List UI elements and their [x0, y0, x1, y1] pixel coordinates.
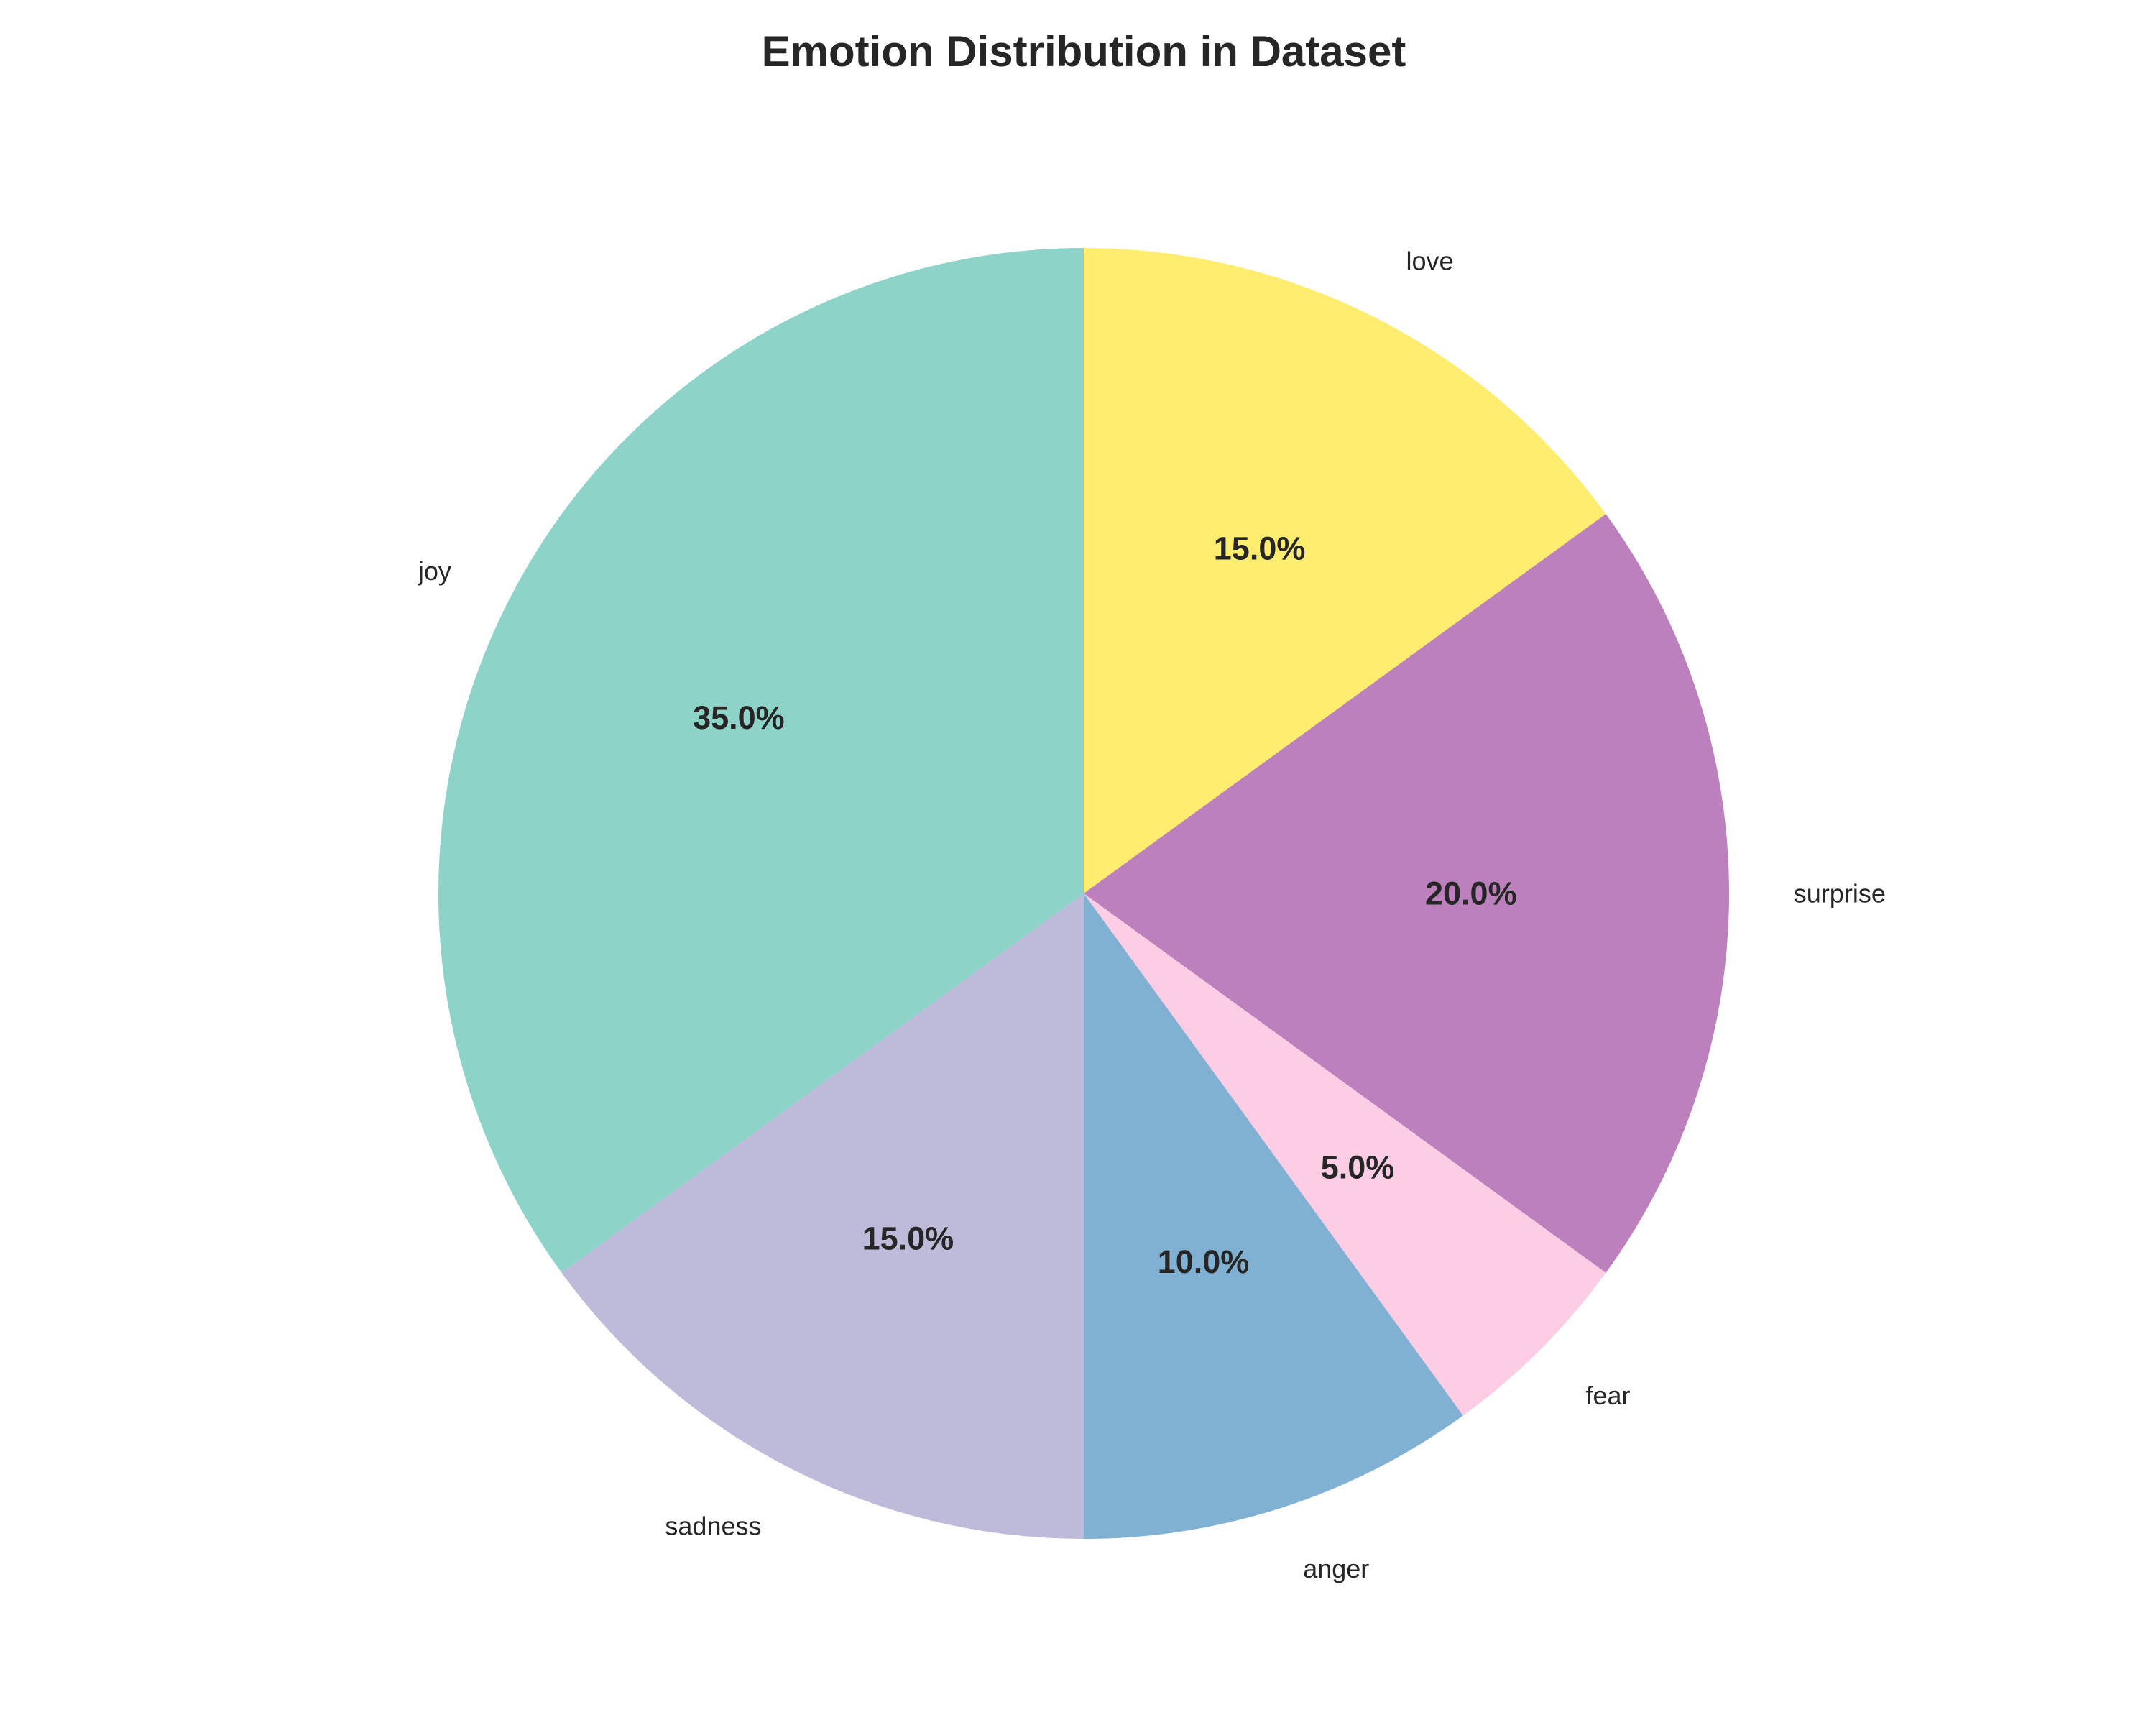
pie-slices: [438, 248, 1730, 1540]
category-label-anger: anger: [1303, 1554, 1369, 1583]
pie-slice-joy: [438, 248, 1084, 1273]
pct-label-surprise: 20.0%: [1425, 875, 1517, 912]
category-label-love: love: [1406, 246, 1454, 275]
pie-slice-fear: [1084, 893, 1606, 1416]
pie-slice-surprise: [1084, 514, 1730, 1273]
category-label-joy: joy: [418, 556, 451, 586]
category-label-surprise: surprise: [1794, 879, 1886, 908]
category-label-fear: fear: [1586, 1381, 1631, 1410]
chart-title: Emotion Distribution in Dataset: [762, 27, 1406, 75]
pct-label-joy: 35.0%: [693, 699, 785, 736]
pct-label-anger: 10.0%: [1158, 1243, 1250, 1280]
pct-label-love: 15.0%: [1214, 530, 1306, 566]
pie-slice-sadness: [561, 893, 1084, 1540]
pie-slice-anger: [1084, 893, 1463, 1539]
pie-labels: 15.0% love 20.0% surprise 5.0% fear 10.0% anger…: [418, 246, 1886, 1583]
category-label-sadness: sadness: [665, 1512, 761, 1541]
pie-slice-love: [1084, 248, 1606, 893]
pct-label-fear: 5.0%: [1321, 1149, 1395, 1186]
pct-label-sadness: 15.0%: [862, 1220, 954, 1257]
